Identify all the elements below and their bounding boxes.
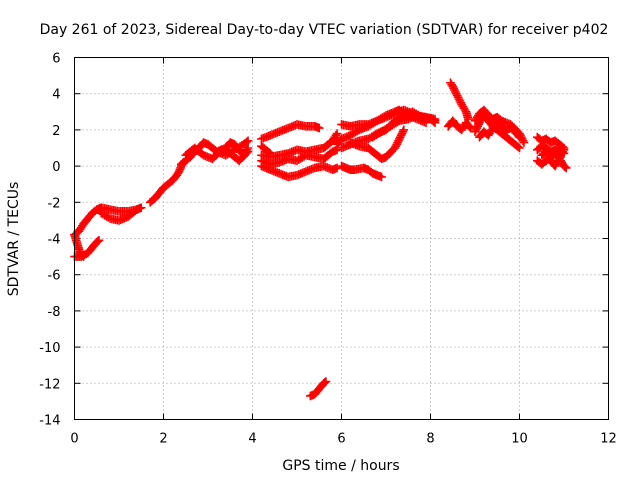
- series-night-track-e: [475, 118, 524, 142]
- x-tick-label: 12: [600, 432, 617, 447]
- data-point: [515, 143, 524, 153]
- y-tick-label: -2: [48, 196, 61, 211]
- data-point: [561, 163, 571, 173]
- data-point: [132, 205, 142, 214]
- x-tick-label: 4: [248, 432, 256, 447]
- y-tick-label: 0: [52, 160, 60, 175]
- series-late-track-a: [337, 161, 386, 182]
- series-afternoon-track-a: [257, 120, 324, 144]
- data-point: [266, 149, 275, 158]
- series-midday-track-c: [212, 138, 253, 160]
- data-point: [243, 143, 253, 153]
- x-tick-label: 0: [70, 432, 78, 447]
- y-tick-label: -14: [39, 414, 60, 429]
- data-point: [514, 131, 523, 141]
- y-tick-label: 6: [52, 52, 60, 67]
- data-point: [332, 129, 342, 138]
- data-point: [465, 122, 474, 132]
- series-afternoon-track-c: [257, 145, 342, 169]
- data-points: [70, 78, 571, 401]
- y-tick-label: 4: [52, 88, 60, 103]
- x-tick-label: 6: [337, 432, 345, 447]
- data-point: [559, 145, 569, 155]
- data-point: [264, 147, 274, 157]
- y-tick-label: -4: [48, 233, 61, 248]
- grid: [74, 57, 609, 420]
- y-axis-label: SDTVAR / TECUs: [6, 182, 22, 297]
- series-night-track-c: [470, 111, 524, 153]
- series-outlier-track: [306, 377, 331, 401]
- series-early-track-d: [96, 205, 142, 225]
- plot-frame: [74, 57, 609, 420]
- x-axis-label: GPS time / hours: [282, 458, 399, 474]
- data-point: [94, 236, 104, 245]
- axis-ticks: 0 2 4 6 8 10 12 -14 -12 -10 -8 -6 -4 -2 0 2 4 6: [39, 52, 617, 447]
- data-point: [513, 142, 523, 152]
- series-early-track-c: [70, 236, 104, 261]
- data-point: [131, 206, 140, 216]
- series-night-track-d: [470, 105, 529, 147]
- y-tick-label: 2: [52, 124, 60, 139]
- data-point: [430, 114, 440, 124]
- series-night-track-b: [444, 116, 475, 135]
- x-tick-label: 10: [511, 432, 528, 447]
- y-tick-label: -8: [48, 305, 61, 320]
- y-tick-label: -12: [39, 377, 60, 392]
- series-night-track-a: [446, 78, 473, 124]
- series-rise-track: [145, 158, 188, 207]
- series-afternoon-track-d: [257, 161, 342, 182]
- data-point: [320, 378, 330, 387]
- x-tick-label: 2: [159, 432, 167, 447]
- series-final-track-c: [533, 147, 571, 173]
- y-tick-label: -6: [48, 269, 61, 284]
- data-point: [399, 125, 409, 135]
- y-tick-label: -10: [39, 341, 60, 356]
- data-point: [93, 236, 103, 246]
- data-point: [560, 162, 570, 172]
- x-tick-label: 8: [426, 432, 434, 447]
- data-point: [377, 172, 386, 182]
- chart-title: Day 261 of 2023, Sidereal Day-to-day VTE…: [40, 22, 609, 38]
- data-point: [136, 203, 146, 213]
- series-afternoon-track-e: [257, 141, 275, 158]
- data-point: [332, 163, 342, 173]
- series-late-track-e: [346, 125, 409, 164]
- data-point: [314, 123, 324, 133]
- data-point: [242, 137, 251, 147]
- data-point: [519, 138, 529, 147]
- data-point: [515, 132, 524, 142]
- data-point: [321, 377, 331, 386]
- series-final-track-d: [537, 145, 569, 171]
- series-late-track-f: [368, 111, 440, 142]
- series-final-track-a: [533, 132, 569, 153]
- data-point: [243, 136, 253, 146]
